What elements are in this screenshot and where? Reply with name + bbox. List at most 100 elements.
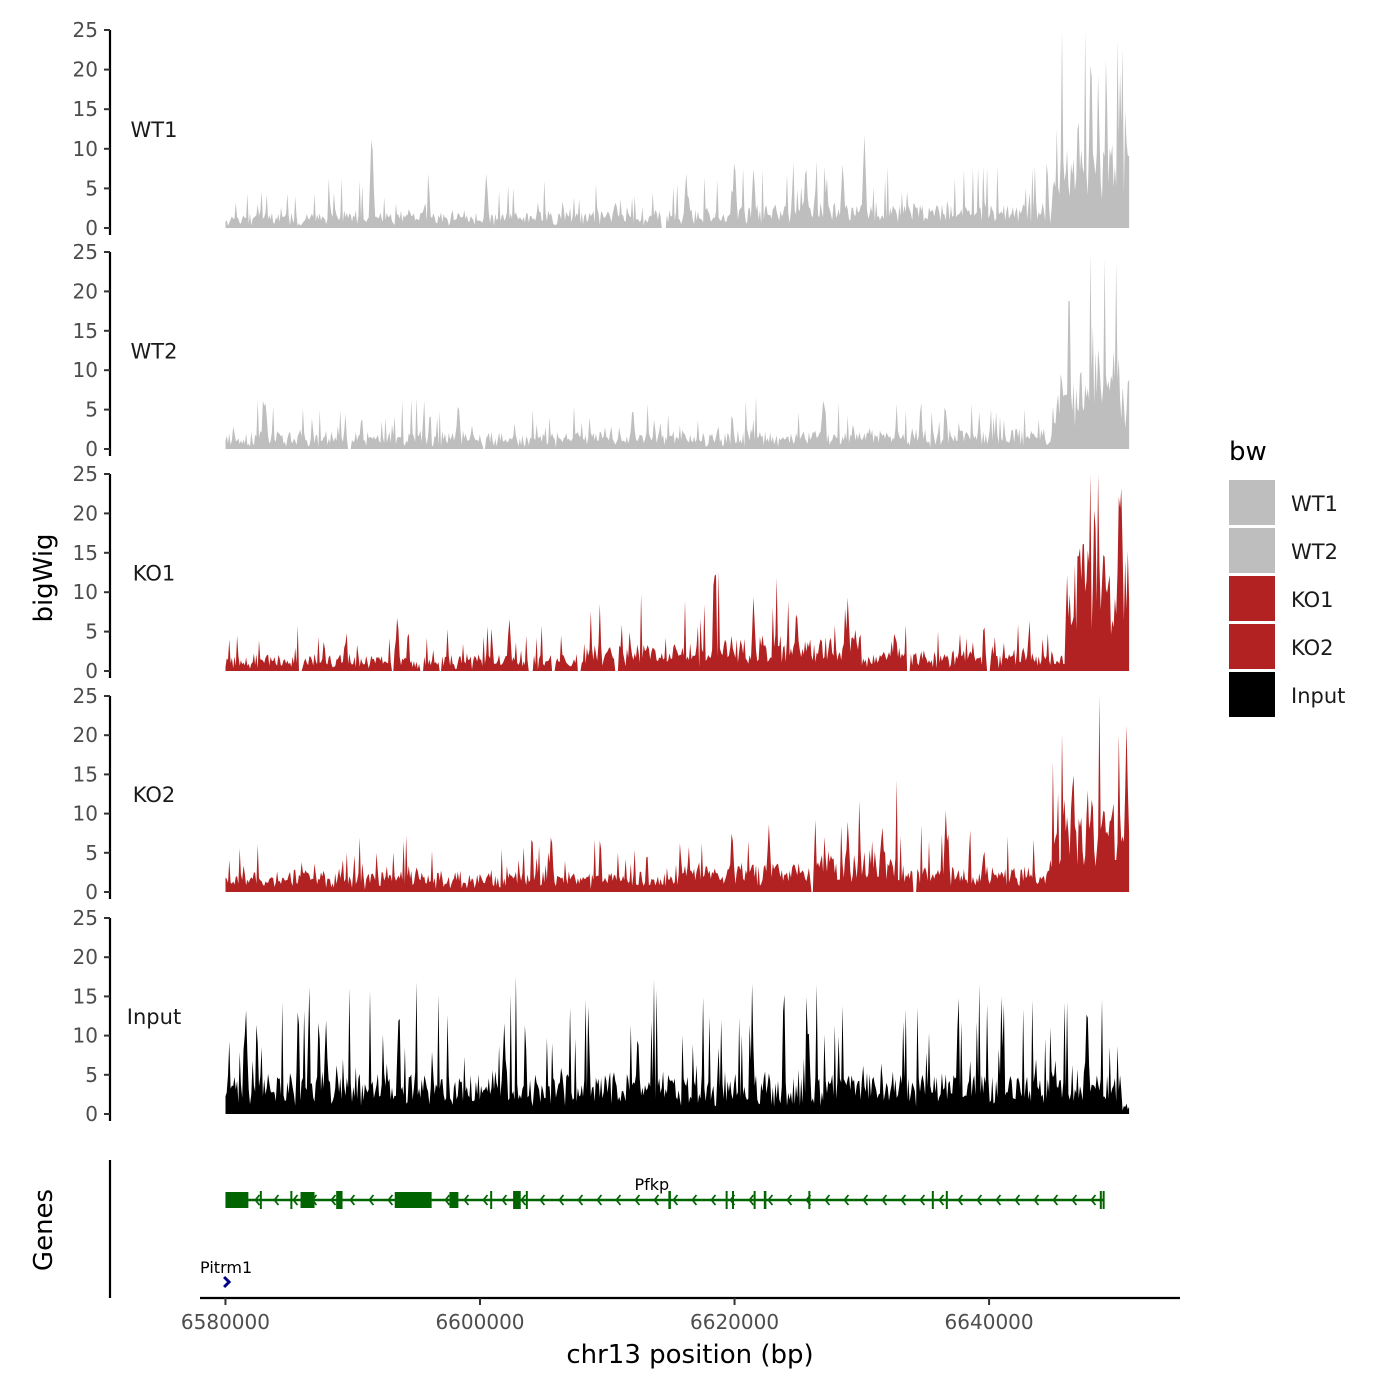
gene-exon [394,1192,432,1208]
gene-exon [732,1191,734,1209]
y-tick-label: 0 [85,216,98,240]
track-label-ko1: KO1 [133,562,176,586]
gene-exon [525,1191,528,1209]
strand-chevron [786,1194,793,1206]
strand-chevron [634,1194,641,1206]
coverage-area-input [225,975,1130,1114]
gene-exon [1099,1191,1102,1209]
track-label-ko2: KO2 [133,783,176,807]
y-tick-label: 20 [73,945,98,969]
y-tick-label: 10 [73,802,98,826]
gene-exon [259,1191,262,1209]
gene-exon [931,1191,934,1209]
y-tick-label: 25 [73,240,98,264]
strand-chevron [710,1194,717,1206]
gene-exon [763,1191,767,1209]
y-tick-label: 25 [73,684,98,708]
strand-chevron [577,1194,584,1206]
gene-exon [300,1192,315,1208]
y-tick-label: 0 [85,659,98,683]
strand-chevron [900,1194,907,1206]
legend-key-ko2 [1229,624,1275,670]
y-tick-label: 15 [73,541,98,565]
gene-exon [513,1191,521,1209]
x-tick-label: 6640000 [945,1310,1034,1334]
gene-strand-glyph [223,1275,232,1289]
strand-chevron [558,1194,565,1206]
strand-chevron [1071,1194,1078,1206]
legend-title: bw [1229,437,1267,467]
legend-key-ko1 [1229,576,1275,622]
strand-chevron [653,1194,660,1206]
track-label-wt1: WT1 [131,118,178,142]
y-tick-label: 0 [85,437,98,461]
y-tick-label: 15 [73,762,98,786]
gene-pfkp: Pfkp [225,1175,1105,1209]
gene-label: Pfkp [634,1175,669,1194]
y-tick-label: 10 [73,1024,98,1048]
strand-chevron [767,1194,774,1206]
track-wt2: 0 5 10 15 20 25 WT2 [73,240,1130,461]
gene-exon [490,1191,493,1209]
y-tick-label: 5 [85,398,98,422]
strand-chevron [862,1194,869,1206]
y-tick-label: 5 [85,620,98,644]
strand-chevron [349,1194,356,1206]
legend-label-ko2: KO2 [1291,636,1334,660]
y-tick-label: 5 [85,176,98,200]
y-tick-label: 25 [73,462,98,486]
gene-track-title: Genes [29,1189,59,1271]
coverage-area-ko1 [225,474,1130,671]
gene-exon [753,1191,756,1209]
strand-chevron [482,1194,489,1206]
strand-chevron [501,1194,508,1206]
gene-exon [225,1192,249,1208]
strand-chevron [330,1194,337,1206]
strand-chevron [596,1194,603,1206]
x-axis: 6580000 6600000 6620000 6640000 [181,1296,1180,1334]
strand-chevron [957,1194,964,1206]
gene-exon [449,1192,459,1208]
strand-chevron [615,1194,622,1206]
y-tick-label: 20 [73,501,98,525]
track-wt1: 0 5 10 15 20 25 WT1 [73,18,1130,240]
track-input: 0 5 10 15 20 25 Input [73,906,1130,1126]
strand-chevron [919,1194,926,1206]
legend-label-wt2: WT2 [1291,540,1338,564]
y-tick-label: 0 [85,1102,98,1126]
x-tick-label: 6620000 [690,1310,779,1334]
strand-chevron [1014,1194,1021,1206]
y-tick-label: 20 [73,279,98,303]
strand-chevron [539,1194,546,1206]
gene-exon [808,1191,811,1209]
legend-label-wt1: WT1 [1291,492,1338,516]
y-tick-label: 5 [85,841,98,865]
legend-label-ko1: KO1 [1291,588,1334,612]
strand-chevron [672,1194,679,1206]
strand-chevron [881,1194,888,1206]
strand-chevron [520,1194,527,1206]
track-label-wt2: WT2 [131,340,178,364]
y-tick-label: 15 [73,97,98,121]
strand-chevron [995,1194,1002,1206]
strand-chevron [1033,1194,1040,1206]
gene-pitrm1: Pitrm1 [200,1258,252,1289]
strand-chevron [368,1194,375,1206]
y-tick-label: 15 [73,984,98,1008]
strand-chevron [444,1194,451,1206]
strand-chevron [292,1194,299,1206]
y-tick-label: 25 [73,906,98,930]
y-tick-label: 0 [85,880,98,904]
strand-chevron [463,1194,470,1206]
strand-chevron [938,1194,945,1206]
gene-exon [290,1191,293,1209]
gene-track: Pfkp Pitrm1 [108,1160,1105,1298]
x-tick-label: 6580000 [181,1310,270,1334]
y-tick-label: 25 [73,18,98,42]
legend-key-wt2 [1229,528,1275,574]
legend-key-input [1229,672,1275,718]
track-label-input: Input [127,1005,181,1029]
legend-key-wt1 [1229,480,1275,526]
coverage-area-ko2 [225,696,1130,892]
y-tick-label: 10 [73,137,98,161]
